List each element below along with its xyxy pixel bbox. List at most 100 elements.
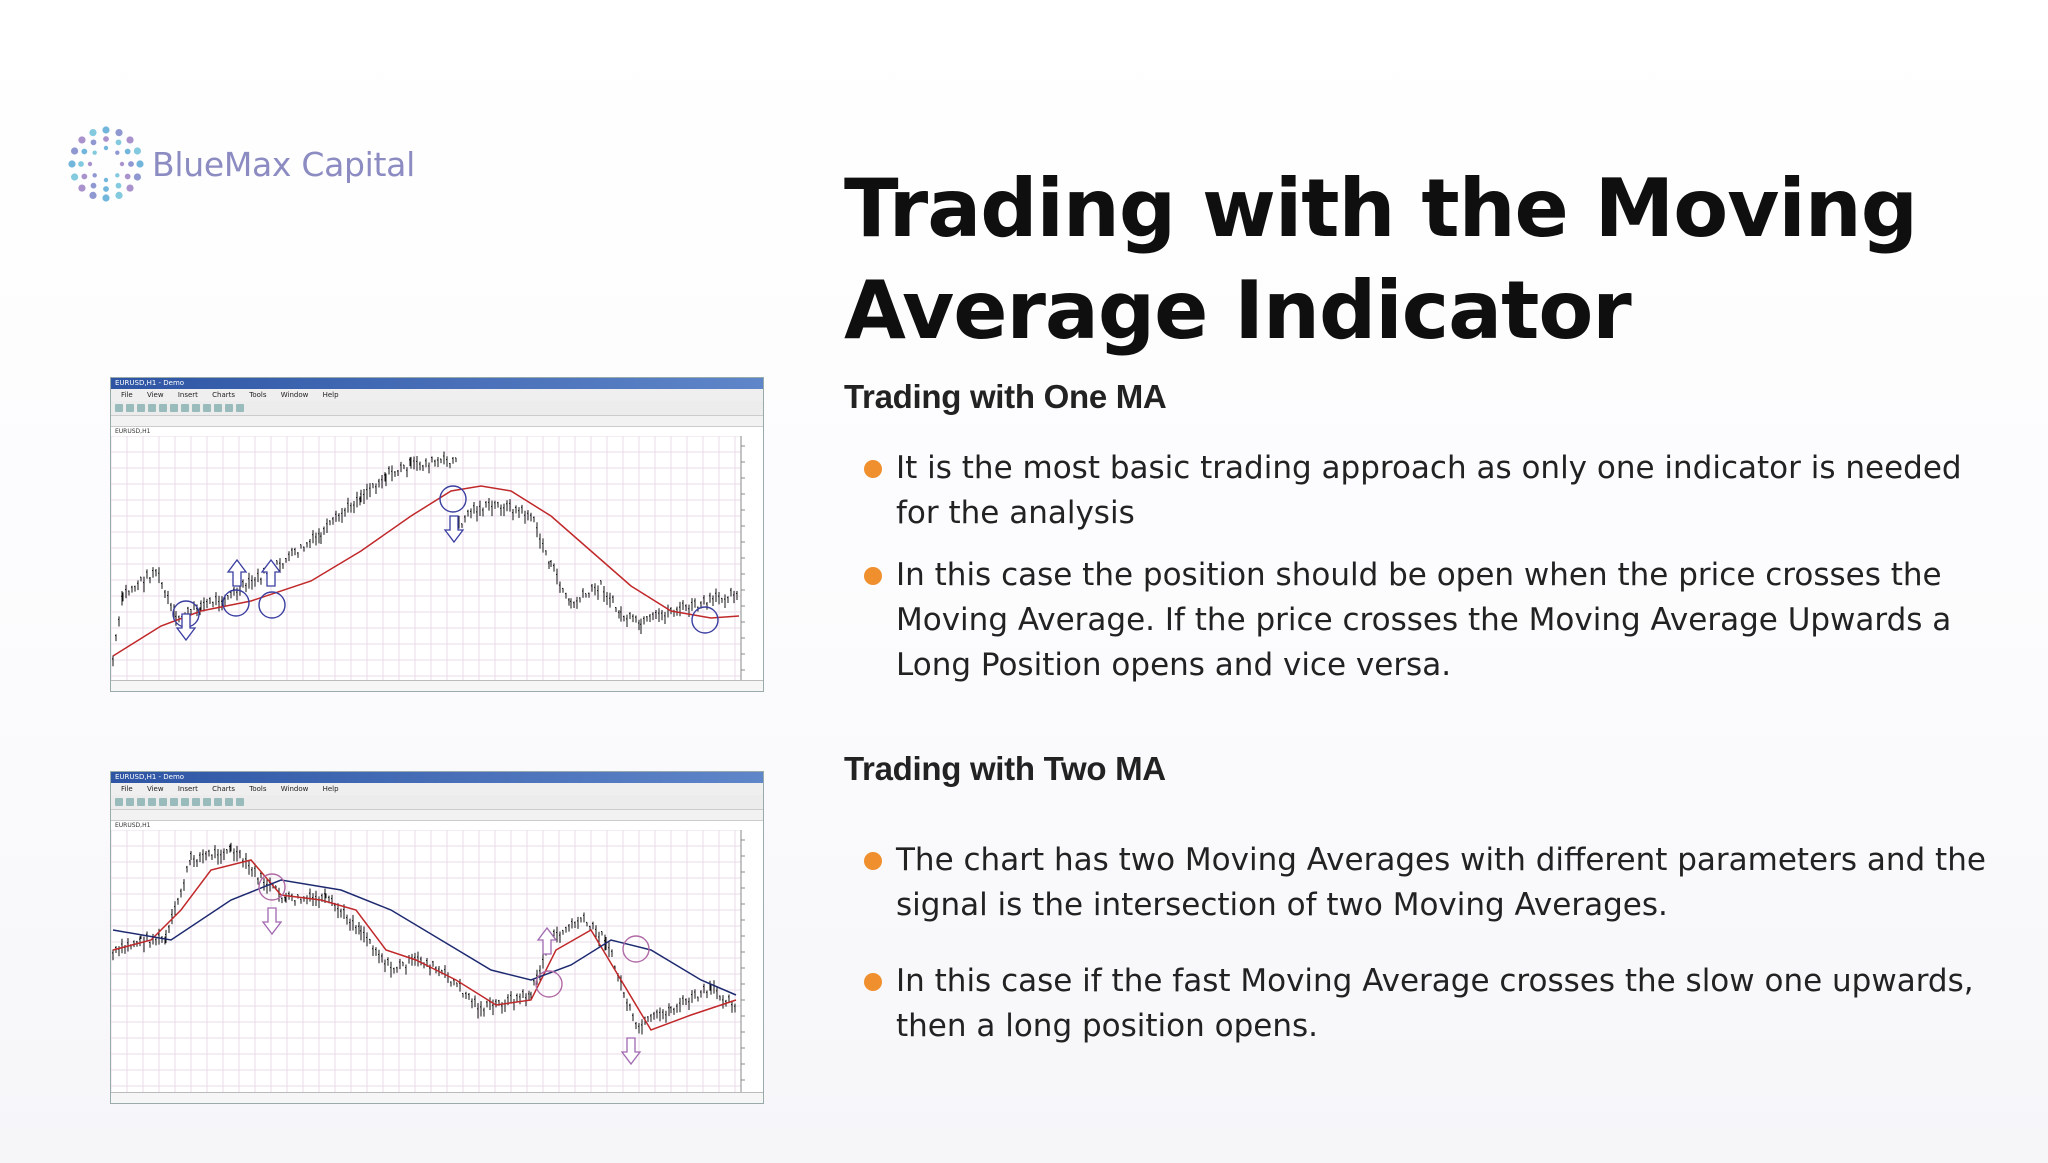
chart-symbol-label: EURUSD,H1 xyxy=(115,822,151,829)
window-menu: File View Insert Charts Tools Window Hel… xyxy=(111,389,763,401)
section-heading-two-ma: Trading with Two MA xyxy=(844,750,1166,787)
logo-dot xyxy=(89,128,97,137)
window-toolbar-secondary xyxy=(111,416,763,427)
logo-dot xyxy=(70,147,79,155)
arrow-up-icon xyxy=(226,558,248,587)
menu-item: Window xyxy=(280,785,309,793)
logo-dot xyxy=(126,136,134,144)
window-titlebar: EURUSD,H1 - Demo xyxy=(111,772,763,783)
window-menu: File View Insert Charts Tools Window Hel… xyxy=(111,783,763,795)
crossover-marker xyxy=(222,589,250,617)
dotted-circle-icon xyxy=(68,126,144,202)
arrow-up-icon xyxy=(536,926,558,955)
bullet-text: It is the most basic trading approach as… xyxy=(896,450,1962,531)
menu-item: View xyxy=(146,785,164,793)
bullet-item: It is the most basic trading approach as… xyxy=(864,446,1994,536)
bullet-dot-icon xyxy=(864,567,882,585)
logo-dot xyxy=(124,173,131,180)
logo-dot xyxy=(78,161,84,167)
logo-dot xyxy=(126,184,134,192)
price-chart-one-ma xyxy=(111,436,763,680)
menu-item: File xyxy=(121,391,133,399)
menu-item: Insert xyxy=(177,391,198,399)
logo-dot xyxy=(115,139,122,146)
logo-dot xyxy=(87,161,93,167)
arrow-down-icon xyxy=(175,613,197,642)
time-axis xyxy=(111,1092,763,1103)
logo-dot xyxy=(78,184,86,192)
menu-item: View xyxy=(146,391,164,399)
window-toolbar xyxy=(111,795,763,810)
bullet-item: In this case the position should be open… xyxy=(864,553,1994,688)
crossover-marker xyxy=(622,935,650,963)
logo-dot xyxy=(119,161,125,167)
logo-text: BlueMax Capital xyxy=(152,144,415,184)
menu-item: Help xyxy=(322,391,339,399)
bullet-text: In this case if the fast Moving Average … xyxy=(896,963,1974,1044)
chart-symbol-label: EURUSD,H1 xyxy=(115,428,151,435)
logo-dot xyxy=(103,145,109,151)
window-toolbar xyxy=(111,401,763,416)
logo-dot xyxy=(133,173,142,181)
window-toolbar-secondary xyxy=(111,810,763,821)
crossover-marker xyxy=(535,970,563,998)
trading-screenshot-two-ma: EURUSD,H1 - Demo File View Insert Charts… xyxy=(110,771,764,1104)
menu-item: File xyxy=(121,785,133,793)
logo-dot xyxy=(92,173,97,178)
trading-screenshot-one-ma: EURUSD,H1 - Demo File View Insert Charts… xyxy=(110,377,764,692)
logo-dot xyxy=(136,160,144,168)
arrow-down-icon xyxy=(620,1037,642,1066)
logo-dot xyxy=(133,147,142,155)
menu-item: Help xyxy=(322,785,339,793)
logo-dot xyxy=(89,191,97,200)
chart-background xyxy=(111,436,763,680)
logo-dot xyxy=(70,173,79,181)
menu-item: Insert xyxy=(177,785,198,793)
logo-dot xyxy=(115,150,120,155)
logo-dot xyxy=(81,148,88,155)
crossover-marker xyxy=(258,591,286,619)
logo-dot xyxy=(103,177,109,183)
bullet-item: In this case if the fast Moving Average … xyxy=(864,959,1994,1049)
menu-item: Charts xyxy=(212,785,236,793)
logo-dot xyxy=(90,182,97,189)
crossover-marker xyxy=(439,485,467,513)
menu-item: Tools xyxy=(249,785,267,793)
logo-dot xyxy=(115,191,123,200)
moving-average-line xyxy=(112,485,740,657)
chart-background xyxy=(111,830,763,1092)
bullet-dot-icon xyxy=(864,460,882,478)
bullet-dot-icon xyxy=(864,973,882,991)
bullet-text: In this case the position should be open… xyxy=(896,557,1952,683)
logo-dot xyxy=(92,150,97,155)
page-title: Trading with the Moving Average Indicato… xyxy=(844,162,1918,357)
price-chart-two-ma xyxy=(111,830,763,1092)
crossover-marker xyxy=(258,873,286,901)
slow-moving-average-line xyxy=(112,879,737,996)
logo-dot xyxy=(103,186,109,192)
menu-item: Tools xyxy=(249,391,267,399)
arrow-down-icon xyxy=(261,907,283,936)
section-heading-one-ma: Trading with One MA xyxy=(844,378,1167,415)
logo-dot xyxy=(102,194,110,202)
bullet-dot-icon xyxy=(864,852,882,870)
window-titlebar: EURUSD,H1 - Demo xyxy=(111,378,763,389)
bullet-text: The chart has two Moving Averages with d… xyxy=(896,842,1986,923)
fast-moving-average-line xyxy=(112,859,737,1031)
logo-dot xyxy=(102,126,110,134)
logo-dot xyxy=(124,148,131,155)
crossover-marker xyxy=(691,606,719,634)
time-axis xyxy=(111,680,763,691)
logo-dot xyxy=(115,128,123,137)
logo: BlueMax Capital xyxy=(66,124,415,204)
menu-item: Charts xyxy=(212,391,236,399)
logo-dot xyxy=(68,160,76,168)
logo-dot xyxy=(103,136,109,142)
logo-dot xyxy=(115,173,120,178)
logo-dot xyxy=(81,173,88,180)
logo-dot xyxy=(115,182,122,189)
logo-dot xyxy=(90,139,97,146)
menu-item: Window xyxy=(280,391,309,399)
logo-dot xyxy=(128,161,134,167)
logo-dot xyxy=(78,136,86,144)
